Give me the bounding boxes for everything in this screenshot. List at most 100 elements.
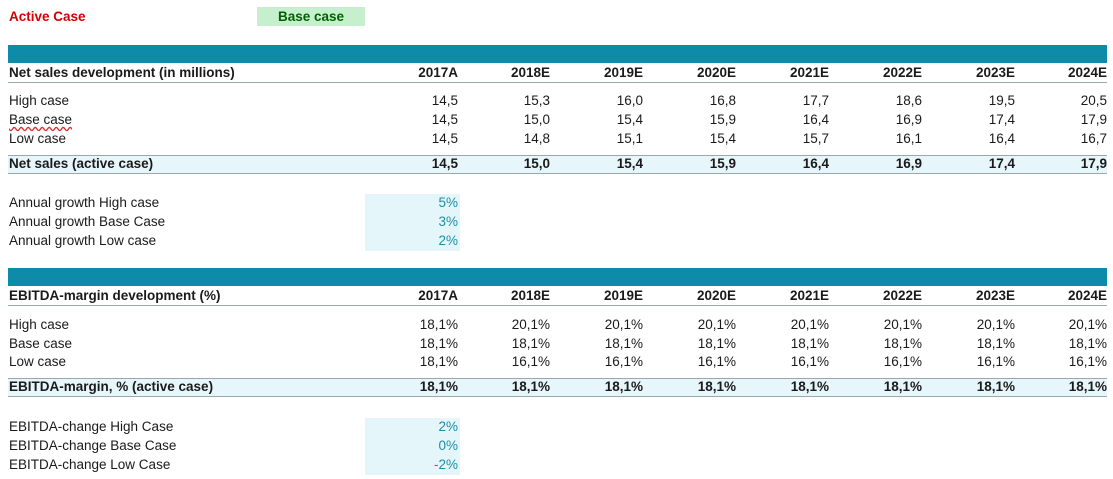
ebitda-cell[interactable]: 16,1% [790, 354, 829, 369]
ebitda-year-header: 2021E [789, 288, 829, 303]
ebitda-cell[interactable]: 16,1% [697, 354, 736, 369]
ebitda-cell[interactable]: 18,1% [604, 336, 643, 351]
ebitda-cell[interactable]: 20,1% [511, 317, 550, 332]
sales-total-cell[interactable]: 15,0 [523, 156, 550, 171]
ebitda-total-cell[interactable]: 18,1% [1068, 379, 1107, 394]
ebitda-cell[interactable]: 20,1% [976, 317, 1015, 332]
ebitda-year-header: 2023E [975, 288, 1015, 303]
sales-cell[interactable]: 16,7 [1080, 131, 1107, 146]
ebitda-cell[interactable]: 16,1% [976, 354, 1015, 369]
ebitda-total-cell[interactable]: 18,1% [419, 379, 458, 394]
sales-input-cell[interactable] [365, 213, 460, 232]
sales-cell[interactable]: 16,4 [988, 131, 1015, 146]
sales-cell[interactable]: 15,1 [616, 131, 643, 146]
ebitda-cell[interactable]: 20,1% [697, 317, 736, 332]
ebitda-cell[interactable]: 18,1% [883, 336, 922, 351]
ebitda-total-cell[interactable]: 18,1% [883, 379, 922, 394]
sales-cell[interactable]: 15,3 [523, 93, 550, 108]
ebitda-cell[interactable]: 18,1% [976, 336, 1015, 351]
sales-cell[interactable]: 17,9 [1080, 112, 1107, 127]
sales-cell[interactable]: 16,8 [709, 93, 736, 108]
sales-total-cell[interactable]: 15,4 [616, 156, 643, 171]
ebitda-cell[interactable]: 20,1% [883, 317, 922, 332]
sales-cell[interactable]: 19,5 [988, 93, 1015, 108]
sales-cell[interactable]: 15,4 [709, 131, 736, 146]
ebitda-total-cell[interactable]: 18,1% [511, 379, 550, 394]
ebitda-section-title: EBITDA-margin development (%) [9, 288, 221, 303]
ebitda-cell[interactable]: 16,1% [1068, 354, 1107, 369]
ebitda-input-value[interactable]: 2% [438, 419, 458, 434]
ebitda-input-cell[interactable] [365, 437, 460, 456]
sales-total-cell[interactable]: 16,4 [802, 156, 829, 171]
sales-input-label: Annual growth Base Case [9, 214, 166, 229]
ebitda-section-banner [8, 268, 1107, 286]
sales-year-header: 2020E [696, 65, 736, 80]
sales-total-cell[interactable]: 16,9 [895, 156, 922, 171]
ebitda-total-cell[interactable]: 18,1% [790, 379, 829, 394]
sales-year-header: 2021E [789, 65, 829, 80]
sales-total-cell[interactable]: 14,5 [431, 156, 458, 171]
sales-cell[interactable]: 14,5 [431, 131, 458, 146]
sales-cell[interactable]: 16,9 [895, 112, 922, 127]
sales-cell[interactable]: 15,7 [802, 131, 829, 146]
sales-input-value[interactable]: 3% [438, 214, 458, 229]
ebitda-total-cell[interactable]: 18,1% [697, 379, 736, 394]
ebitda-input-value[interactable]: -2% [433, 457, 458, 472]
sales-row-label: Low case [9, 131, 67, 146]
ebitda-cell[interactable]: 16,1% [883, 354, 922, 369]
ebitda-cell[interactable]: 18,1% [419, 317, 458, 332]
ebitda-cell[interactable]: 16,1% [604, 354, 643, 369]
sales-total-row [8, 155, 1107, 174]
sales-input-value[interactable]: 2% [438, 233, 458, 248]
sales-year-header: 2022E [882, 65, 922, 80]
sales-cell[interactable]: 14,5 [431, 93, 458, 108]
ebitda-cell[interactable]: 20,1% [1068, 317, 1107, 332]
sales-total-cell[interactable]: 15,9 [709, 156, 736, 171]
sales-year-header: 2023E [975, 65, 1015, 80]
sales-cell[interactable]: 20,5 [1080, 93, 1107, 108]
sales-cell[interactable]: 18,6 [895, 93, 922, 108]
sales-total-cell[interactable]: 17,9 [1080, 156, 1107, 171]
ebitda-total-cell[interactable]: 18,1% [604, 379, 643, 394]
ebitda-cell[interactable]: 18,1% [419, 354, 458, 369]
ebitda-total-label: EBITDA-margin, % (active case) [9, 379, 214, 394]
ebitda-input-label: EBITDA-change Base Case [9, 438, 177, 453]
sales-row-label: Base case [9, 112, 73, 127]
sales-year-header: 2018E [510, 65, 550, 80]
ebitda-row-label: Base case [9, 336, 73, 351]
sales-cell[interactable]: 16,0 [616, 93, 643, 108]
ebitda-cell[interactable]: 20,1% [604, 317, 643, 332]
ebitda-cell[interactable]: 18,1% [511, 336, 550, 351]
sales-input-label: Annual growth Low case [9, 233, 157, 248]
ebitda-cell[interactable]: 18,1% [419, 336, 458, 351]
ebitda-cell[interactable]: 18,1% [790, 336, 829, 351]
sales-cell[interactable]: 16,4 [802, 112, 829, 127]
active-case-selector[interactable]: Base case [257, 7, 365, 26]
ebitda-total-row [8, 378, 1107, 397]
ebitda-cell[interactable]: 18,1% [1068, 336, 1107, 351]
ebitda-header-row [8, 287, 1107, 306]
sales-year-header: 2024E [1067, 65, 1107, 80]
ebitda-cell[interactable]: 16,1% [511, 354, 550, 369]
ebitda-cell[interactable]: 20,1% [790, 317, 829, 332]
ebitda-row-label: High case [9, 317, 70, 332]
sales-input-value[interactable]: 5% [438, 195, 458, 210]
ebitda-input-cell[interactable] [365, 418, 460, 437]
sales-cell[interactable]: 17,7 [802, 93, 829, 108]
ebitda-input-value[interactable]: 0% [438, 438, 458, 453]
sales-cell[interactable]: 14,5 [431, 112, 458, 127]
sales-total-cell[interactable]: 17,4 [988, 156, 1015, 171]
sales-cell[interactable]: 14,8 [523, 131, 550, 146]
sales-input-cell[interactable] [365, 194, 460, 213]
sales-cell[interactable]: 16,1 [895, 131, 922, 146]
ebitda-input-cell[interactable] [365, 456, 460, 475]
ebitda-input-label: EBITDA-change Low Case [9, 457, 171, 472]
ebitda-total-cell[interactable]: 18,1% [976, 379, 1015, 394]
sales-input-cell[interactable] [365, 232, 460, 251]
sales-cell[interactable]: 15,9 [709, 112, 736, 127]
sales-cell[interactable]: 17,4 [988, 112, 1015, 127]
sales-cell[interactable]: 15,0 [523, 112, 550, 127]
ebitda-input-label: EBITDA-change High Case [9, 419, 174, 434]
ebitda-cell[interactable]: 18,1% [697, 336, 736, 351]
sales-cell[interactable]: 15,4 [616, 112, 643, 127]
